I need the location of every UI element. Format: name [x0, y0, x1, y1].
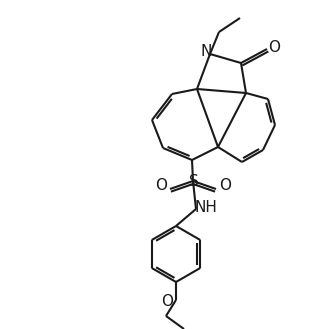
Text: O: O: [268, 39, 280, 55]
Text: NH: NH: [195, 199, 217, 215]
Text: O: O: [161, 294, 173, 310]
Text: O: O: [219, 179, 231, 193]
Text: S: S: [189, 173, 199, 189]
Text: N: N: [200, 43, 212, 59]
Text: O: O: [155, 179, 167, 193]
